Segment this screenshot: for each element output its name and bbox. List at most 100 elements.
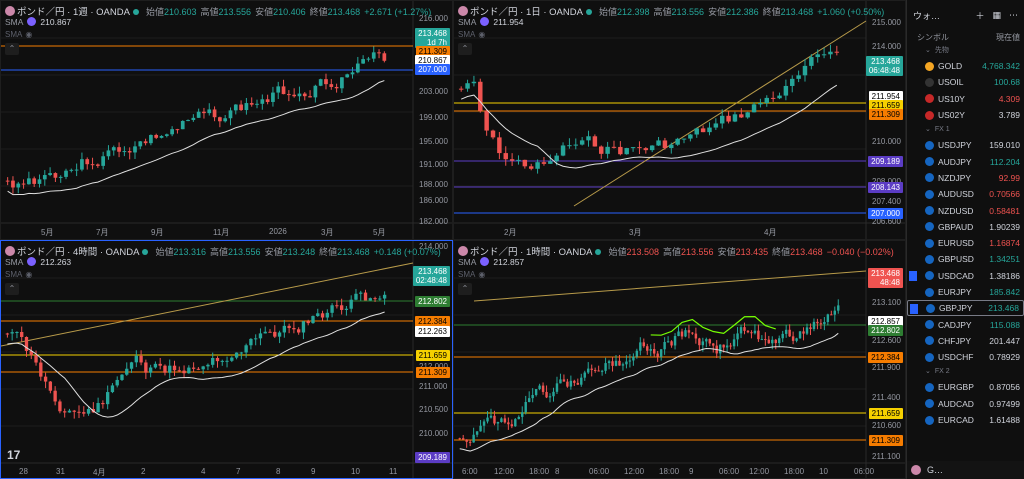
chart-1-sma-settings-icon[interactable]	[480, 17, 490, 26]
watchlist-row-eurjpy[interactable]: EURJPY 185.842	[907, 284, 1024, 300]
watchlist-group-chevron-icon[interactable]: ⌄	[925, 368, 931, 376]
chart-3-candle-body	[538, 385, 541, 390]
chart-1-sma-label: SMA	[458, 17, 477, 27]
watchlist-row-gbpusd[interactable]: GBPUSD 1.34251	[907, 251, 1024, 267]
column-price[interactable]: 現在値	[996, 32, 1020, 42]
chart-3-candle-body	[517, 416, 520, 420]
chart-2-plot[interactable]	[1, 241, 453, 479]
chart-3-symbol[interactable]: ポンド／円 · 1時間 · OANDA	[470, 247, 593, 258]
watchlist-row-usdjpy[interactable]: USDJPY 159.010	[907, 137, 1024, 153]
watchlist-row-cadjpy[interactable]: CADJPY 115.088	[907, 316, 1024, 332]
chart-1-plot[interactable]	[454, 1, 906, 240]
chart-2-candle-body	[211, 357, 215, 365]
chart-1-candle-body	[497, 137, 502, 154]
watchlist-group-2[interactable]: ⌄ FX 2	[907, 365, 1024, 379]
chart-0-candle-body	[382, 53, 387, 61]
chart-2-candle-body	[234, 352, 239, 358]
watchlist-row-us10y[interactable]: US10Y 4.309	[907, 91, 1024, 107]
chart-1-sma-legend[interactable]: SMA 211.954	[458, 17, 524, 27]
column-symbol[interactable]: シンボル	[917, 32, 949, 42]
chart-3-price-label-value: 213.468	[871, 269, 900, 278]
chart-3-eye-icon[interactable]: ◉	[478, 270, 486, 279]
watchlist-row-audjpy[interactable]: AUDJPY 112.204	[907, 153, 1024, 169]
layout-icon[interactable]: ▦	[992, 9, 1001, 20]
chart-2-candle-body	[115, 379, 119, 386]
watchlist-group-chevron-icon[interactable]: ⌄	[925, 126, 931, 134]
chart-0-candle-body	[260, 99, 265, 104]
chart-0-price-tick: 203.000	[419, 87, 448, 96]
weekly-chart-panel[interactable]: ポンド／円 · 1週 · OANDA 始値210.603 高値213.556 安値21…	[0, 0, 453, 240]
watchlist-title[interactable]: ウォ…	[913, 10, 941, 21]
chart-2-candle-body	[263, 331, 267, 334]
watchlist-row-nzdjpy[interactable]: NZDJPY 92.99	[907, 170, 1024, 186]
chart-3-sma-legend[interactable]: SMA 212.857	[458, 257, 524, 267]
chart-2-time-tick: 11	[389, 467, 398, 476]
watchlist-group-chevron-icon[interactable]: ⌄	[925, 47, 931, 54]
watchlist-row-eurcad[interactable]: EURCAD 1.61488	[907, 412, 1024, 428]
watchlist-flag-icon[interactable]	[909, 270, 917, 281]
watchlist-row-usdchf[interactable]: USDCHF 0.78929	[907, 349, 1024, 365]
chart-3-candle-body	[552, 391, 555, 397]
watchlist-row-nzdusd[interactable]: NZDUSD 0.58481	[907, 202, 1024, 218]
chart-0-eye-icon[interactable]: ◉	[25, 30, 33, 39]
chart-0-sma-legend[interactable]: SMA 210.867	[5, 17, 71, 27]
add-symbol-icon[interactable]: ＋	[975, 10, 985, 21]
watchlist-row-eurgbp[interactable]: EURGBP 0.87056	[907, 379, 1024, 395]
chart-1-candle-body	[783, 85, 789, 96]
chart-1-collapse-button[interactable]: ⌃	[458, 43, 472, 55]
watchlist-row-us02y[interactable]: US02Y 3.789	[907, 107, 1024, 123]
chart-0-market-status-icon	[132, 9, 139, 15]
watchlist-row-gbpjpy[interactable]: GBPJPY 213.468	[907, 300, 1024, 317]
h4-chart-panel[interactable]: ポンド／円 · 4時間 · OANDA 始値213.316 高値213.556 安値2…	[0, 240, 453, 479]
watchlist-price: 100.68	[994, 77, 1020, 88]
chart-3-c-value: 213.468	[790, 247, 823, 257]
chart-2-eye-icon[interactable]: ◉	[25, 270, 33, 279]
chart-0-collapse-button[interactable]: ⌃	[5, 43, 19, 55]
chart-0-plot[interactable]	[1, 1, 453, 240]
footer-symbol-label[interactable]: G…	[927, 465, 944, 475]
chart-0-sma-settings-icon[interactable]	[27, 17, 37, 26]
chart-3-sma2-legend[interactable]: SMA ◉	[458, 270, 485, 279]
chart-1-sma2-legend[interactable]: SMA ◉	[458, 30, 485, 39]
watchlist-flag-icon[interactable]	[910, 304, 918, 315]
chart-2-symbol[interactable]: ポンド／円 · 4時間 · OANDA	[17, 247, 140, 258]
h1-chart-panel[interactable]: ポンド／円 · 1時間 · OANDA 始値213.508 高値213.556 安値2…	[453, 240, 906, 479]
chart-2-collapse-button[interactable]: ⌃	[5, 283, 19, 295]
chart-3-sma-settings-icon[interactable]	[480, 257, 490, 266]
watchlist-row-audusd[interactable]: AUDUSD 0.70566	[907, 186, 1024, 202]
watchlist-row-eurusd[interactable]: EURUSD 1.16874	[907, 235, 1024, 251]
chart-3-collapse-button[interactable]: ⌃	[458, 283, 472, 295]
chart-3-candle-body	[753, 330, 757, 334]
chart-2-sma-settings-icon[interactable]	[27, 257, 37, 266]
chart-1-c-value: 213.468	[780, 7, 814, 17]
watchlist-row-usdcad[interactable]: USDCAD 1.38186	[907, 268, 1024, 284]
symbol-icon	[925, 287, 934, 297]
chart-1-candle-body	[745, 112, 750, 118]
daily-chart-panel[interactable]: ポンド／円 · 1日 · OANDA 始値212.398 高値213.556 安値21…	[453, 0, 906, 240]
chart-0-price-label: 207.000	[415, 64, 450, 75]
watchlist-price: 3.789	[998, 110, 1020, 121]
watchlist-group-0[interactable]: ⌄ 先物	[907, 44, 1024, 58]
more-icon[interactable]: ⋯	[1009, 9, 1018, 20]
watchlist-row-gold[interactable]: GOLD 4,768.342	[907, 58, 1024, 74]
watchlist-row-audcad[interactable]: AUDCAD 0.97499	[907, 396, 1024, 412]
watchlist-row-chfjpy[interactable]: CHFJPY 201.447	[907, 333, 1024, 349]
chart-3-h_label: 高値	[663, 247, 682, 257]
chart-2-price-label-value: 213.468	[418, 267, 447, 276]
chart-2-sma2-legend[interactable]: SMA ◉	[5, 270, 32, 279]
chart-0-symbol[interactable]: ポンド／円 · 1週 · OANDA	[17, 7, 130, 18]
chart-2-sma2-label: SMA	[5, 270, 23, 279]
chart-1-candle-body	[541, 162, 547, 164]
chart-3-candle-body	[701, 341, 705, 346]
watchlist-row-usoil[interactable]: USOIL 100.68	[907, 74, 1024, 90]
chart-3-plot[interactable]	[454, 241, 906, 479]
watchlist-price: 0.58481	[989, 205, 1020, 216]
chart-1-symbol[interactable]: ポンド／円 · 1日 · OANDA	[470, 7, 583, 18]
chart-0-sma2-legend[interactable]: SMA ◉	[5, 30, 32, 39]
chart-1-eye-icon[interactable]: ◉	[478, 30, 486, 39]
chart-2-sma-legend[interactable]: SMA 212.263	[5, 257, 71, 267]
watchlist-row-gbpaud[interactable]: GBPAUD 1.90239	[907, 219, 1024, 235]
watchlist-group-1[interactable]: ⌄ FX 1	[907, 123, 1024, 137]
chart-1-candle-body	[478, 81, 483, 111]
chart-2-price-tick: 211.000	[419, 382, 448, 391]
